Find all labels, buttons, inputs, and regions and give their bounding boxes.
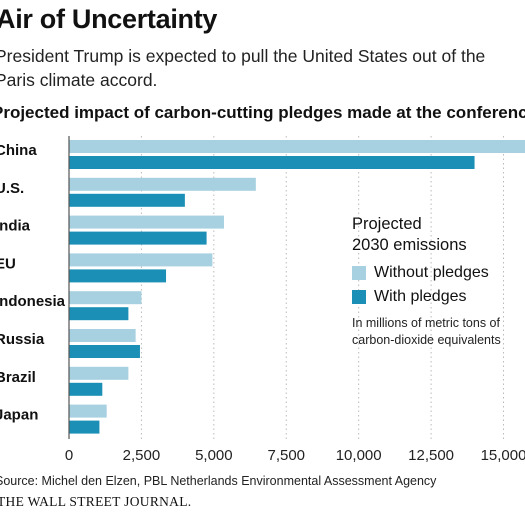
bar-with-pledges [69,156,475,169]
x-tick-label: 7,500 [267,447,305,464]
units-note-line1: In millions of metric tons of [352,316,500,330]
bar-without-pledges [69,404,107,418]
publisher-credit: THE WALL STREET JOURNAL. [0,494,192,509]
bar-with-pledges [69,420,100,434]
legend-swatch-with-pledges [352,290,366,304]
x-tick-label: 0 [65,447,73,464]
bar-with-pledges [69,307,129,321]
category-label: U.S. [0,180,24,197]
bar-without-pledges [69,215,224,229]
legend-item-without-pledges: Without pledges [352,264,525,282]
category-label: Indonesia [0,293,66,310]
units-note-line2: carbon-dioxide equivalents [352,333,501,347]
category-label: India [0,218,31,235]
category-label: China [0,142,37,159]
bar-with-pledges [69,345,140,358]
legend-swatch-without-pledges [352,266,366,280]
bar-chart: 0 2,500 5,000 7,500 10,000 12,500 15,000 China… [0,136,525,464]
bars [69,140,525,434]
x-tick-label: 5,000 [195,447,233,464]
x-tick-label: 12,500 [408,447,454,464]
legend-label-without-pledges: Without pledges [374,264,489,281]
bar-without-pledges [69,366,129,380]
chart-subtitle: President Trump is expected to pull the … [0,46,486,90]
source-note: Source: Michel den Elzen, PBL Netherland… [0,474,437,488]
category-label: Japan [0,407,38,424]
units-note: In millions of metric tons of carbon-dio… [352,315,525,349]
legend-item-with-pledges: With pledges [352,288,525,306]
chart-title: Air of Uncertainty [0,4,218,34]
bar-without-pledges [69,291,142,305]
chart-heading: Projected impact of carbon-cutting pledg… [0,103,525,122]
category-labels: China U.S. India EU Indonesia Russia Brazil Jap… [0,142,66,424]
category-label: Brazil [0,369,36,386]
bar-without-pledges [69,253,213,267]
bar-without-pledges [69,329,136,342]
legend: Projected 2030 emissions Without pledges… [352,214,525,349]
bar-with-pledges [69,231,207,245]
category-label: Russia [0,331,45,348]
bar-with-pledges [69,193,185,207]
bar-without-pledges [69,140,525,153]
x-tick-label: 10,000 [336,447,382,464]
legend-title-line2: 2030 emissions [352,236,467,254]
x-tick-label: 15,000 [481,447,525,464]
legend-title-line1: Projected [352,215,422,233]
category-label: EU [0,255,16,272]
bar-with-pledges [69,269,167,283]
x-tick-label: 2,500 [123,447,161,464]
bar-with-pledges [69,382,103,396]
legend-title: Projected 2030 emissions [352,214,525,256]
value-axis: 0 2,500 5,000 7,500 10,000 12,500 15,000 [65,136,525,464]
legend-label-with-pledges: With pledges [374,288,467,305]
bar-without-pledges [69,177,256,191]
